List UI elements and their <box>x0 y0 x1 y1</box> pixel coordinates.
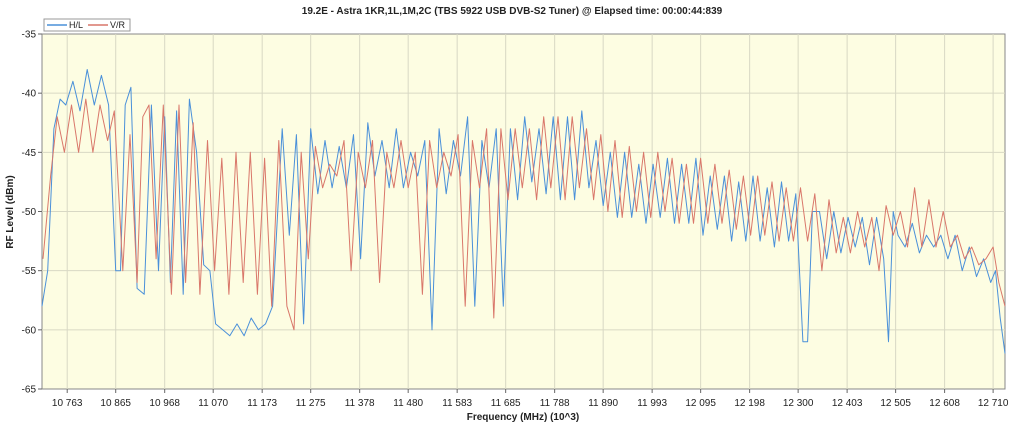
x-tick-label: 10 968 <box>149 398 180 409</box>
x-tick-label: 10 865 <box>100 398 131 409</box>
chart-title: 19.2E - Astra 1KR,1L,1M,2C (TBS 5922 USB… <box>302 6 723 17</box>
legend-label-h-l: H/L <box>69 20 83 30</box>
x-tick-label: 11 173 <box>247 398 277 409</box>
y-tick-label: -45 <box>22 148 37 159</box>
x-tick-label: 10 763 <box>52 398 83 409</box>
y-tick-label: -40 <box>22 89 37 100</box>
x-axis-ticks: 10 763 10 865 10 968 11 070 11 173 11 275 11 3… <box>52 389 1009 409</box>
y-tick-label: -35 <box>22 30 37 41</box>
grid-lines <box>42 34 1005 389</box>
x-tick-label: 11 070 <box>198 398 228 409</box>
x-tick-label: 11 993 <box>637 398 667 409</box>
y-axis-label: RF Level (dBm) <box>5 175 16 248</box>
y-axis-ticks: -35 -40 -45 -50 -55 -60 -65 <box>22 30 42 396</box>
x-tick-label: 11 275 <box>296 398 326 409</box>
x-tick-label: 12 710 <box>978 398 1009 409</box>
x-tick-label: 12 095 <box>685 398 716 409</box>
x-tick-label: 11 890 <box>588 398 618 409</box>
x-tick-label: 11 480 <box>393 398 423 409</box>
x-tick-label: 12 403 <box>832 398 863 409</box>
x-tick-label: 11 788 <box>540 398 570 409</box>
y-tick-label: -60 <box>22 325 37 336</box>
x-tick-label: 11 583 <box>442 398 472 409</box>
legend-box <box>43 18 131 32</box>
y-tick-label: -65 <box>22 385 37 396</box>
x-tick-label: 11 378 <box>345 398 375 409</box>
y-tick-label: -50 <box>22 207 37 218</box>
series-lines <box>41 69 1006 354</box>
x-tick-label: 11 685 <box>491 398 521 409</box>
series-line-v-r <box>42 98 1006 331</box>
x-axis-label: Frequency (MHz) (10^3) <box>467 412 580 423</box>
y-tick-label: -55 <box>22 266 37 277</box>
legend-label-v-r: V/R <box>110 20 126 30</box>
x-tick-label: 12 300 <box>783 398 814 409</box>
legend: H/L V/R <box>43 18 131 32</box>
x-tick-label: 12 505 <box>880 398 911 409</box>
x-tick-label: 12 198 <box>734 398 765 409</box>
x-tick-label: 12 608 <box>929 398 960 409</box>
